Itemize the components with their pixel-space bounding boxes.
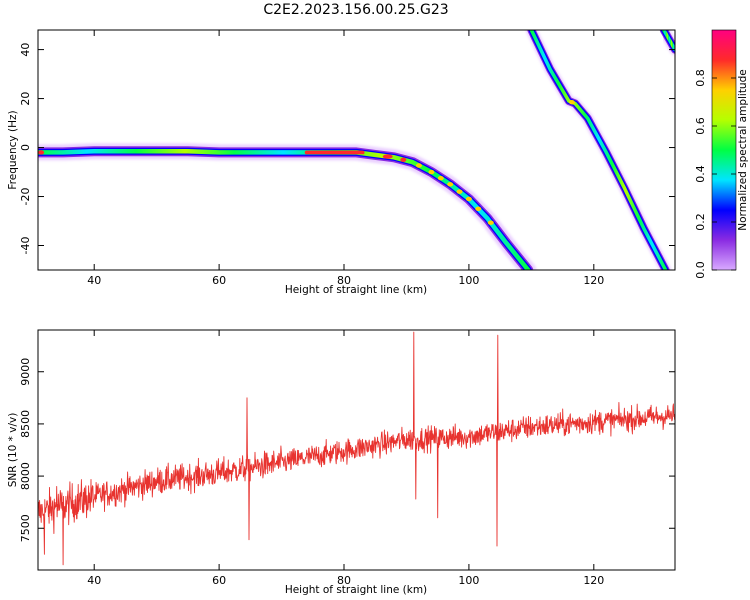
x-tick-label: 100 bbox=[458, 274, 479, 287]
spectral-hotspot bbox=[382, 154, 393, 159]
y-tick-label: 0 bbox=[19, 144, 32, 151]
spectrogram-y-ticks: 40 20 0 -20 -40 bbox=[19, 43, 675, 255]
spectral-trace-0-layer-3 bbox=[38, 148, 531, 270]
spectral-trace-1-layer-3 bbox=[529, 30, 668, 270]
colorbar-tick-label: 0.0 bbox=[694, 261, 707, 279]
y-tick-label: 20 bbox=[19, 92, 32, 106]
spectral-trace-0-layer-1 bbox=[38, 146, 534, 270]
y-tick-label: 8500 bbox=[19, 410, 32, 438]
spectral-hotspot bbox=[487, 220, 494, 225]
spectrogram-frame bbox=[37, 29, 676, 271]
colorbar-label: Normalized spectral amplitude bbox=[737, 69, 749, 230]
spectrogram-panel: 40 60 80 100 120 40 20 0 -20 -40 Height of strai… bbox=[7, 29, 676, 296]
snr-y-axis-label: SNR (10 * v/v) bbox=[7, 413, 19, 488]
snr-panel: 40 60 80 100 120 9000 8500 8000 7500 Height of … bbox=[7, 329, 676, 596]
x-tick-label: 80 bbox=[337, 574, 351, 587]
colorbar-tick-label: 0.6 bbox=[694, 117, 707, 135]
y-tick-label: -40 bbox=[19, 237, 32, 255]
colorbar-ticks: 0.0 0.2 0.4 0.6 0.8 bbox=[694, 69, 736, 279]
y-tick-label: 7500 bbox=[19, 514, 32, 542]
snr-frame bbox=[37, 329, 676, 571]
spectral-hotspot bbox=[465, 196, 472, 202]
y-tick-label: 9000 bbox=[19, 358, 32, 386]
spectral-hotspot bbox=[415, 163, 422, 168]
colorbar-gradient bbox=[711, 29, 737, 271]
spectral-trace-0-layer-0 bbox=[38, 143, 537, 270]
spectrogram-x-axis-label: Height of straight line (km) bbox=[285, 284, 427, 296]
snr-x-axis-label: Height of straight line (km) bbox=[285, 584, 427, 596]
x-tick-label: 60 bbox=[212, 274, 226, 287]
spectral-hotspot bbox=[456, 189, 463, 194]
snr-y-ticks: 9000 8500 8000 7500 bbox=[19, 358, 675, 542]
y-tick-label: 40 bbox=[19, 43, 32, 57]
spectral-hotspot bbox=[568, 100, 575, 105]
y-tick-label: 8000 bbox=[19, 462, 32, 490]
spectrogram-x-ticks: 40 60 80 100 120 bbox=[87, 30, 604, 287]
x-tick-label: 120 bbox=[583, 274, 604, 287]
spectral-hotspot bbox=[428, 169, 435, 175]
x-tick-label: 120 bbox=[583, 574, 604, 587]
spectral-trace-2-layer-3 bbox=[662, 30, 675, 52]
snr-x-ticks: 40 60 80 100 120 bbox=[87, 330, 604, 587]
spectral-hotspot bbox=[400, 157, 407, 162]
x-tick-label: 60 bbox=[212, 574, 226, 587]
spectral-hotspot bbox=[447, 182, 454, 187]
x-tick-label: 80 bbox=[337, 274, 351, 287]
spectral-hotspot bbox=[38, 150, 45, 155]
colorbar-tick-label: 0.4 bbox=[694, 165, 707, 183]
figure-title: C2E2.2023.156.00.25.G23 bbox=[263, 2, 448, 18]
x-tick-label: 40 bbox=[87, 574, 101, 587]
spectral-trace-0-layer-2 bbox=[38, 147, 532, 270]
spectrogram-traces bbox=[38, 30, 675, 270]
x-tick-label: 100 bbox=[458, 574, 479, 587]
x-tick-label: 40 bbox=[87, 274, 101, 287]
colorbar: 0.0 0.2 0.4 0.6 0.8 Normalized spectral ampl… bbox=[694, 29, 749, 279]
spectral-hotspot bbox=[475, 206, 482, 211]
colorbar-tick-label: 0.2 bbox=[694, 213, 707, 231]
colorbar-tick-label: 0.8 bbox=[694, 69, 707, 87]
snr-series-line bbox=[38, 331, 675, 566]
y-tick-label: -20 bbox=[19, 188, 32, 206]
spectral-hotspot bbox=[437, 175, 444, 181]
spectrogram-y-axis-label: Frequency (Hz) bbox=[7, 110, 19, 189]
